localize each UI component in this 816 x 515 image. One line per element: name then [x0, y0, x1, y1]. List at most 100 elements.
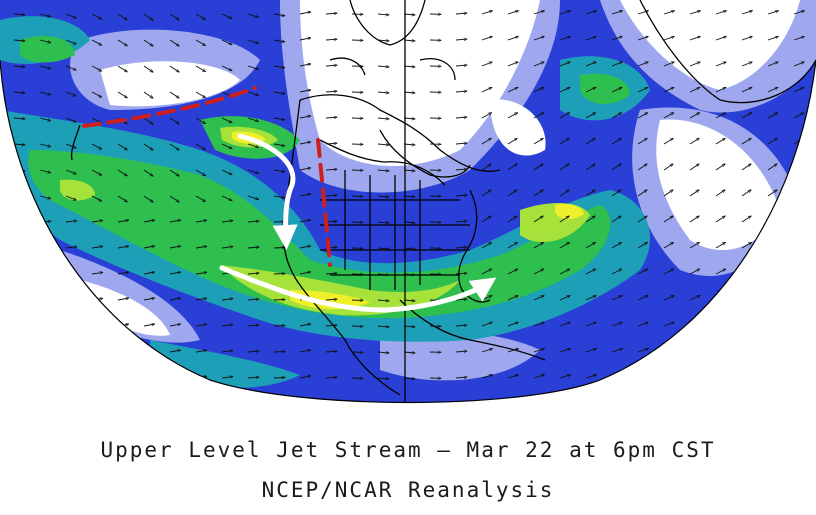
- wind-vector: [507, 87, 518, 93]
- wind-vector: [117, 376, 129, 379]
- wind-vector: [273, 91, 285, 94]
- wind-vector: [611, 87, 622, 93]
- wind-vector: [143, 39, 153, 46]
- wind-vector: [637, 87, 648, 93]
- wind-vector: [143, 220, 155, 223]
- wind-vector: [169, 13, 179, 20]
- wind-vector: [169, 39, 179, 46]
- wind-vector: [247, 143, 259, 147]
- wind-vector: [767, 375, 779, 379]
- wind-vector: [507, 216, 517, 223]
- wind-vector: [481, 87, 492, 93]
- wind-vector: [39, 143, 51, 147]
- wind-vector: [39, 39, 51, 43]
- wind-vector: [13, 92, 25, 93]
- wind-vector: [403, 378, 415, 379]
- wind-vector: [455, 247, 467, 248]
- wind-vector: [169, 220, 181, 223]
- wind-vector: [637, 138, 647, 145]
- wind-vector: [767, 242, 778, 249]
- wind-vector: [689, 375, 701, 379]
- wind-vector: [13, 196, 25, 197]
- wind-vector: [377, 300, 389, 301]
- wind-vector: [299, 168, 311, 171]
- wind-vector: [741, 11, 753, 15]
- wind-vector: [65, 91, 76, 97]
- wind-vector: [533, 138, 543, 145]
- wind-vector: [559, 322, 570, 327]
- wind-vector: [273, 195, 285, 198]
- wind-vector: [715, 349, 727, 353]
- wind-vector: [247, 91, 259, 95]
- map-title: Upper Level Jet Stream – Mar 22 at 6pm C…: [100, 438, 716, 462]
- wind-vector: [403, 144, 415, 145]
- wind-vector: [767, 296, 778, 301]
- wind-vector: [455, 91, 467, 92]
- wind-vector: [767, 164, 777, 171]
- wind-vector: [533, 349, 545, 353]
- wind-vector: [585, 242, 596, 249]
- wind-vector: [767, 269, 778, 275]
- wind-vector: [117, 195, 127, 202]
- wind-vector: [143, 324, 155, 327]
- flow-arrow-east: [219, 265, 497, 313]
- wind-vector: [793, 242, 804, 249]
- wind-vector: [585, 87, 596, 93]
- wind-vector: [585, 322, 596, 327]
- wind-vector: [559, 375, 571, 379]
- wind-vector: [689, 242, 700, 249]
- wind-vector: [741, 36, 752, 41]
- wind-vector: [767, 11, 779, 15]
- wind-vector: [455, 169, 467, 170]
- wind-vector: [39, 273, 51, 274]
- wind-vector: [377, 196, 389, 197]
- wind-vector: [117, 272, 129, 275]
- wind-vector: [637, 322, 648, 327]
- wind-vector: [507, 269, 518, 275]
- wind-vector: [221, 247, 233, 248]
- wind-vector: [143, 169, 153, 176]
- wind-vector: [663, 11, 675, 15]
- wind-vector: [247, 13, 259, 17]
- wind-vector: [715, 269, 726, 275]
- wind-vector: [117, 298, 129, 301]
- wind-vector: [663, 322, 674, 327]
- wind-vector: [767, 349, 779, 353]
- wind-vector: [741, 375, 753, 379]
- wind-vector: [325, 325, 337, 326]
- wind-vector: [299, 220, 311, 223]
- wind-vector: [585, 138, 595, 145]
- wind-vector: [637, 269, 648, 275]
- wind-vector: [611, 164, 621, 171]
- wind-vector: [403, 274, 415, 275]
- wind-vector: [221, 65, 232, 71]
- wind-vector: [585, 269, 596, 275]
- wind-vector: [195, 13, 206, 20]
- wind-vector: [195, 272, 207, 274]
- wind-vector: [793, 269, 804, 275]
- wind-vector: [715, 36, 726, 41]
- wind-vector: [637, 113, 648, 119]
- wind-vector: [169, 143, 179, 150]
- wind-vector: [377, 352, 389, 353]
- wind-vector: [455, 117, 467, 118]
- wind-vector: [221, 221, 233, 222]
- wind-vector: [299, 272, 311, 275]
- wind-vector: [533, 269, 544, 275]
- wind-vector: [533, 61, 544, 67]
- wind-vector: [91, 220, 103, 222]
- wind-vector: [663, 61, 674, 67]
- wind-vector: [195, 298, 207, 300]
- wind-vector: [403, 118, 415, 119]
- wind-vector: [247, 351, 259, 352]
- wind-vector: [741, 322, 752, 327]
- wind-vector: [65, 13, 76, 19]
- wind-vector: [715, 216, 725, 223]
- wind-vector: [689, 87, 700, 93]
- wind-vector: [611, 322, 622, 327]
- wind-vector: [507, 138, 517, 145]
- wind-vector: [585, 113, 596, 119]
- wind-vector: [611, 216, 621, 223]
- wind-vector: [715, 296, 726, 301]
- wind-vector: [533, 36, 544, 41]
